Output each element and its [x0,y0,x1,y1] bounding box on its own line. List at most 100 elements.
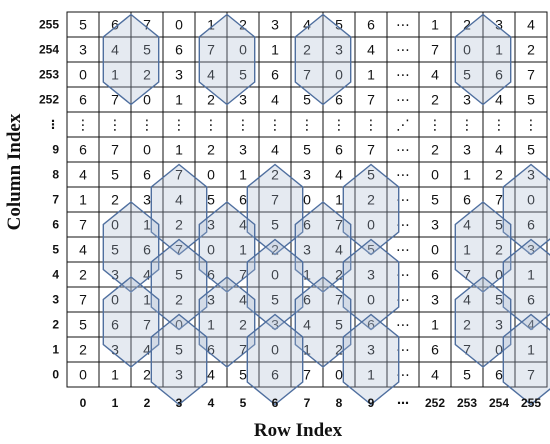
grid-cell [98,361,132,388]
row-index-ticks: 0 1 2 3 4 5 6 7 8 9 ⋯ 252 253 254 255 [80,396,542,410]
cell-value: ⋮ [300,117,314,133]
cell-value: 2 [143,367,151,383]
cell-value: 6 [303,217,311,233]
cell-value: 2 [207,142,215,158]
cell-value: 7 [143,17,151,33]
cell-value: 3 [239,142,247,158]
cell-value: 6 [495,67,503,83]
grid-cell [258,161,292,188]
y-tick-label: 0 [52,368,59,382]
grid-cell [354,36,388,63]
cell-value: ⋯ [396,142,410,158]
cell-value: 2 [271,242,279,258]
cell-value: 1 [431,17,439,33]
grid-cell [418,361,452,388]
hexagon-region [454,201,512,293]
cell-value: ⋮ [76,117,90,133]
grid-cell [450,11,484,38]
cell-value: ⋯ [396,192,410,208]
cell-value: 0 [431,167,439,183]
cell-value: ⋮ [524,117,538,133]
cell-value: 0 [271,267,279,283]
cell-value: 6 [143,167,151,183]
grid-cell [66,11,100,38]
cell-value: 5 [527,142,535,158]
cell-value: ⋮ [332,117,346,133]
grid-cell [418,236,452,263]
y-tick-label: 8 [52,168,59,182]
x-axis-title: Row Index [254,420,343,441]
cell-value: ⋯ [396,317,410,333]
grid-cell [66,86,100,113]
hexagon-region [502,313,550,406]
grid-cell [226,261,260,288]
grid-cell [354,186,388,213]
cell-value: ⋯ [396,242,410,258]
grid-cell [354,11,388,38]
grid-cell [258,86,292,113]
cell-value: 6 [239,192,247,208]
cell-value: 0 [207,242,215,258]
grid-cell [98,311,132,338]
cell-value: 2 [335,342,343,358]
grid-cell [258,286,292,313]
grid-cell [354,336,388,363]
cell-value: 1 [335,192,343,208]
y-tick-label: 3 [52,293,59,307]
cell-value: 4 [335,242,343,258]
cell-value: 0 [527,192,535,208]
cell-value: 1 [303,267,311,283]
cell-value: 1 [463,242,471,258]
cell-value: 3 [239,92,247,108]
cell-value: 7 [79,292,87,308]
grid-cell [226,11,260,38]
grid-cell [290,261,324,288]
cell-value: 1 [143,292,151,308]
cell-value: 7 [527,67,535,83]
grid-cell [226,336,260,363]
cell-value: 7 [495,192,503,208]
cell-value: 2 [495,242,503,258]
cell-value: 5 [335,317,343,333]
cell-value: 6 [111,317,119,333]
cell-value: 5 [303,92,311,108]
y-tick-label: 7 [52,193,59,207]
cell-value: 3 [143,192,151,208]
cell-value: 0 [463,42,471,58]
cell-value: 1 [495,42,503,58]
cell-value: 2 [527,42,535,58]
cell-value: 2 [207,92,215,108]
cell-value: 4 [143,342,151,358]
hexagon-region [198,201,256,293]
hexagon-region [246,238,304,331]
cell-value: 2 [367,192,375,208]
cell-value: 5 [271,292,279,308]
x-tick-label: 3 [176,396,183,410]
hexagon-region [102,201,160,293]
cell-value: 4 [143,267,151,283]
grid-cell [450,186,484,213]
grid-cell [66,36,100,63]
y-tick-label: ⋮ [47,118,59,132]
grid-cell [386,86,420,113]
grid-cell [322,186,356,213]
cell-value: 4 [239,292,247,308]
grid-cell [258,186,292,213]
cell-value: 0 [79,367,87,383]
grid-cell [194,361,228,388]
cell-value: 0 [143,92,151,108]
cell-value: 1 [79,192,87,208]
cell-value: 7 [175,242,183,258]
x-tick-label: 4 [208,396,215,410]
cell-value: 5 [111,242,119,258]
cell-value: 6 [79,92,87,108]
cell-value: 4 [335,167,343,183]
cell-value: 5 [175,342,183,358]
grid-cell [66,261,100,288]
cell-value: ⋮ [236,117,250,133]
cell-value: ⋯ [396,217,410,233]
grid-cell [418,36,452,63]
cell-value: ⋮ [268,117,282,133]
grid-cell [386,36,420,63]
cell-value: 2 [175,217,183,233]
